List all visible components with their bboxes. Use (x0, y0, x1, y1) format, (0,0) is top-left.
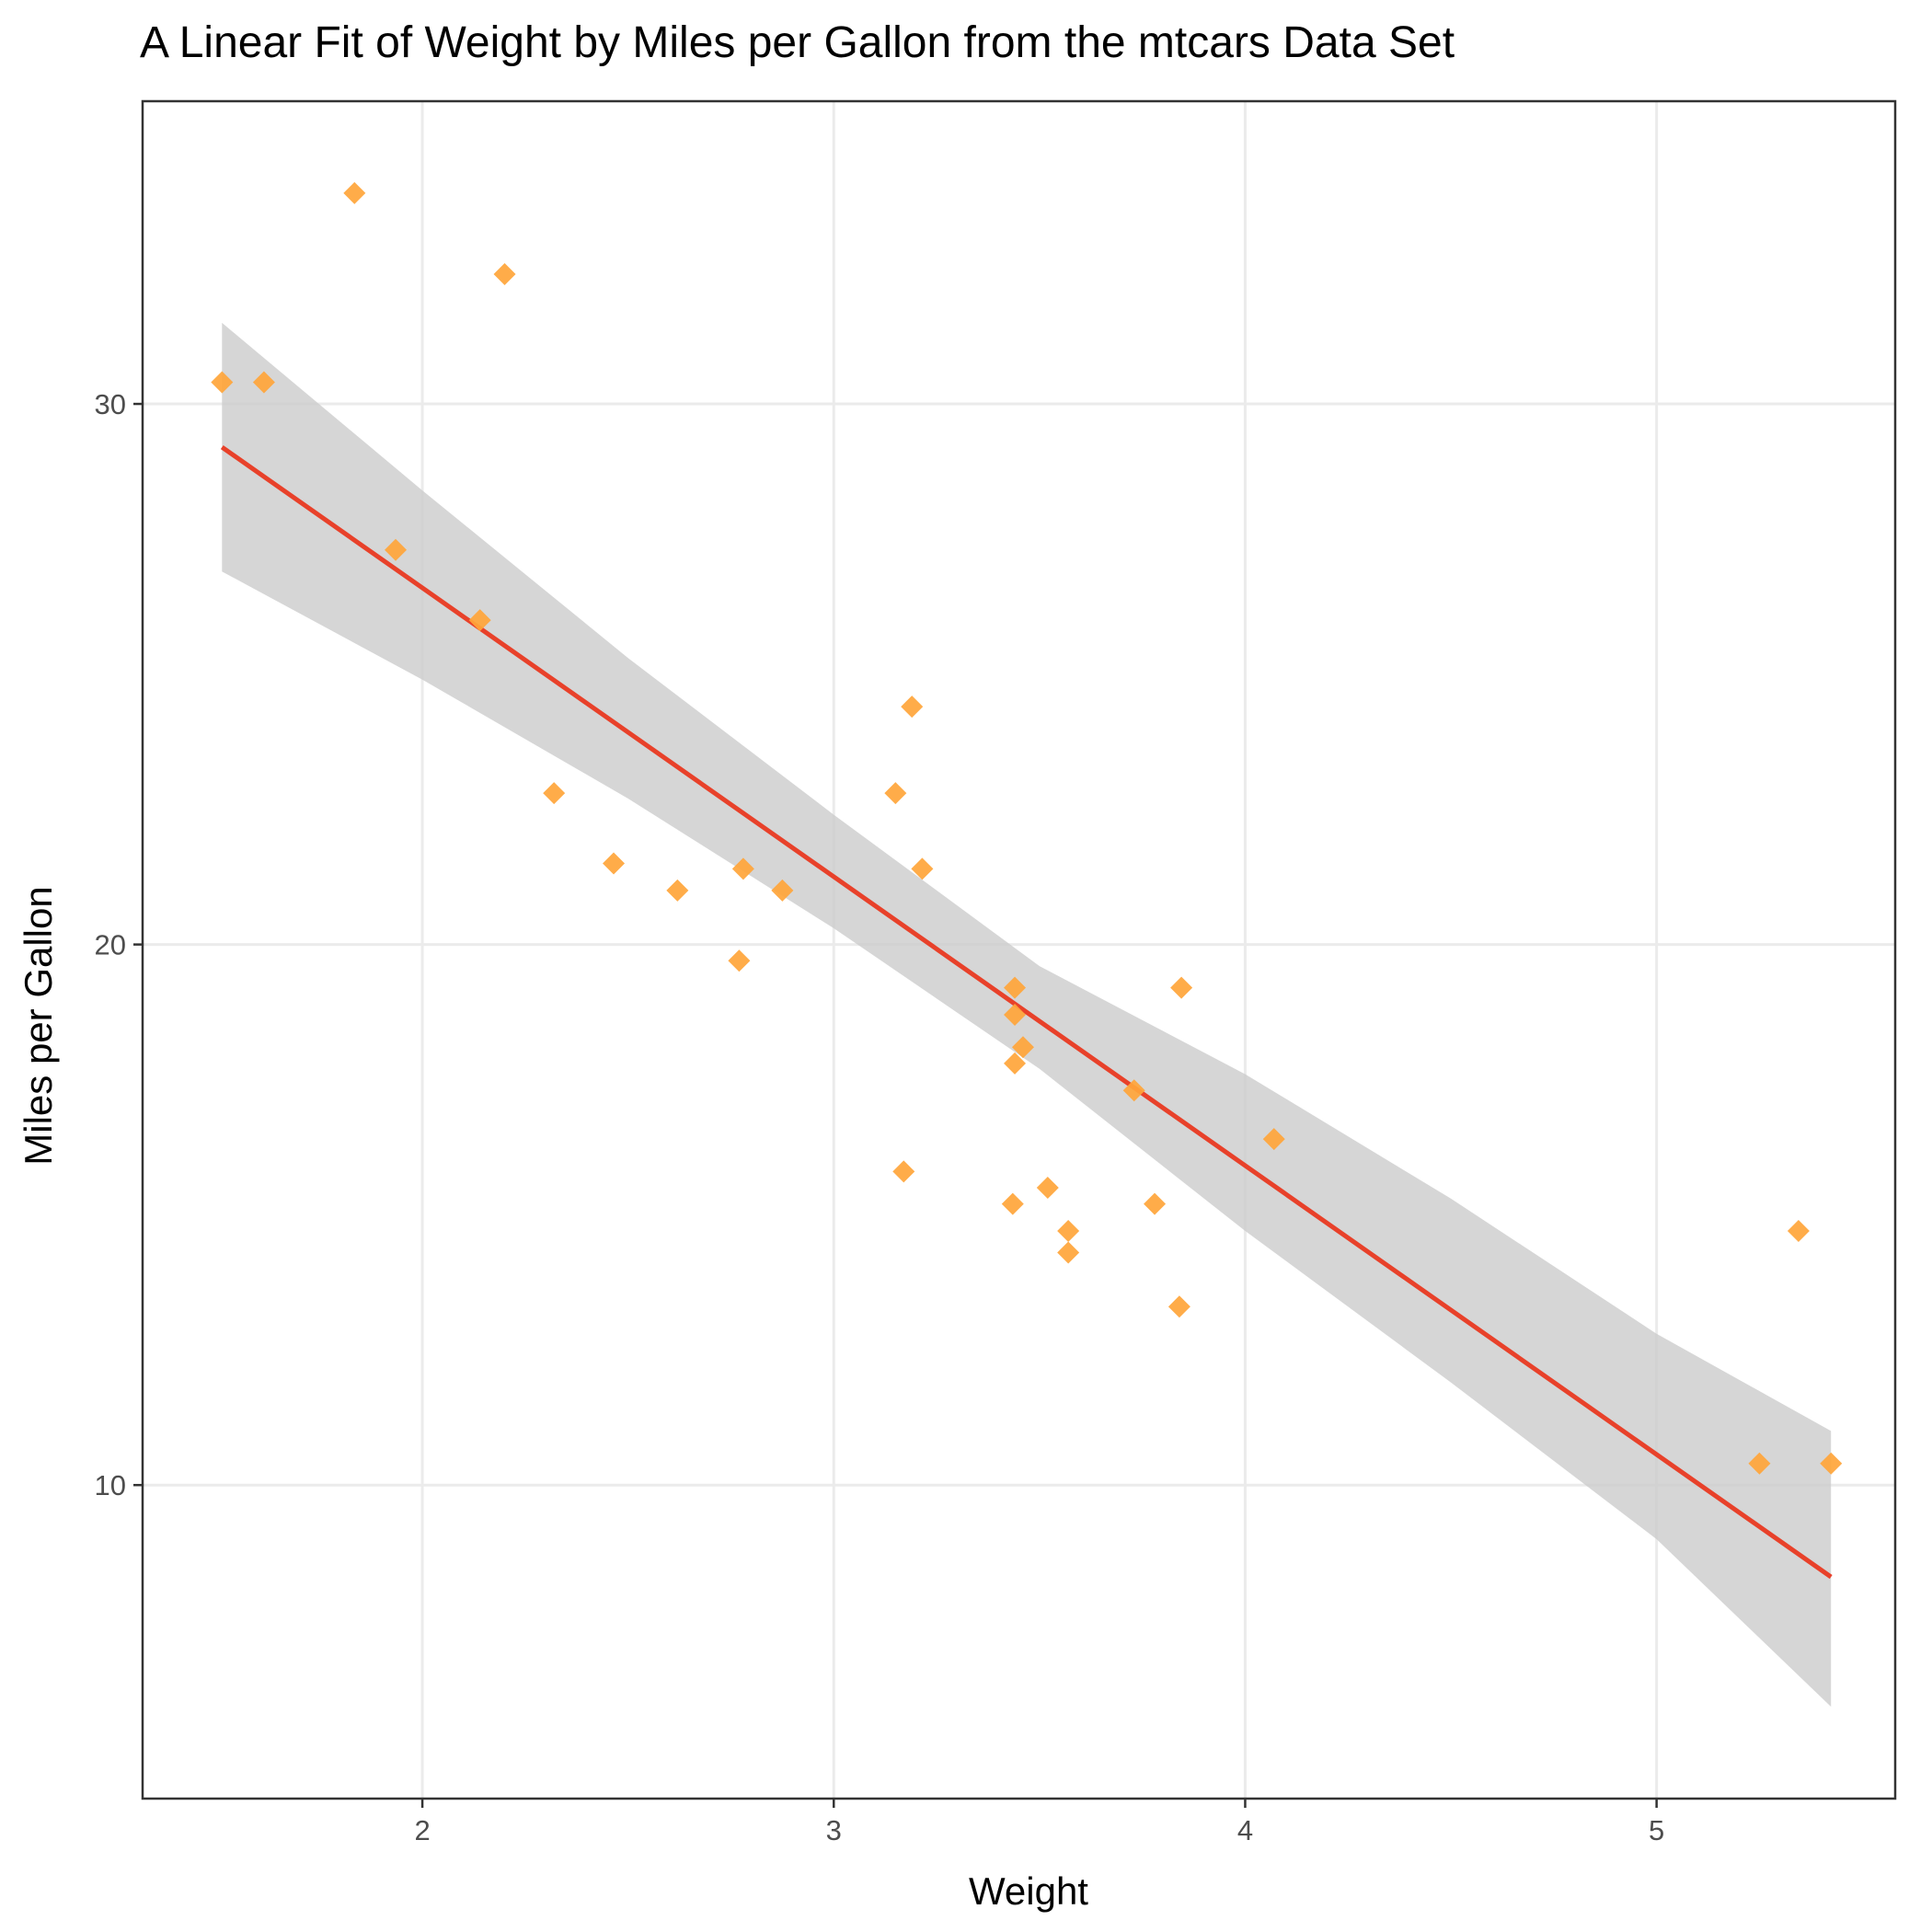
data-point (1036, 1177, 1059, 1200)
data-point (385, 538, 408, 561)
data-point (603, 852, 626, 875)
x-tick-label: 5 (1649, 1814, 1664, 1846)
data-point (1057, 1241, 1080, 1264)
data-point (911, 857, 934, 880)
data-point (543, 782, 566, 805)
data-point (1004, 1052, 1027, 1075)
grid (143, 101, 1895, 1799)
data-point (1004, 1004, 1027, 1027)
fit-line (220, 445, 1833, 1580)
data-point (252, 371, 275, 394)
data-point (1011, 1036, 1034, 1059)
chart-title: A Linear Fit of Weight by Miles per Gall… (140, 18, 1455, 67)
data-point (1057, 1220, 1080, 1243)
data-point (731, 857, 754, 880)
data-point (1787, 1220, 1810, 1243)
data-point (1144, 1192, 1167, 1215)
data-point (211, 371, 234, 394)
data-point (1262, 1128, 1285, 1151)
data-point (468, 609, 491, 632)
data-point (901, 696, 924, 719)
data-points (211, 181, 1843, 1475)
data-point (343, 181, 366, 204)
data-point (1820, 1452, 1843, 1475)
data-point (666, 879, 689, 902)
data-point (1122, 1079, 1145, 1102)
x-tick-label: 3 (826, 1814, 842, 1846)
axis-ticks: 2 3 4 5 10 20 30 (95, 388, 1665, 1846)
y-tick-label: 10 (95, 1469, 126, 1501)
y-tick-label: 30 (95, 388, 126, 420)
data-point (1004, 976, 1027, 999)
data-point (1170, 976, 1193, 999)
data-point (884, 782, 907, 805)
data-point (771, 879, 794, 902)
panel-border (141, 99, 1897, 1800)
data-point (1167, 1295, 1190, 1318)
x-axis-label: Weight (969, 1869, 1088, 1913)
y-axis-label: Miles per Gallon (17, 886, 60, 1165)
y-tick-label: 20 (95, 929, 126, 961)
data-point (493, 263, 516, 286)
data-point (1001, 1192, 1024, 1215)
x-tick-label: 4 (1237, 1814, 1253, 1846)
x-tick-label: 2 (414, 1814, 430, 1846)
data-point (728, 949, 751, 972)
data-point (1748, 1452, 1771, 1475)
fit-line-layer (220, 445, 1833, 1580)
data-point (892, 1160, 915, 1183)
